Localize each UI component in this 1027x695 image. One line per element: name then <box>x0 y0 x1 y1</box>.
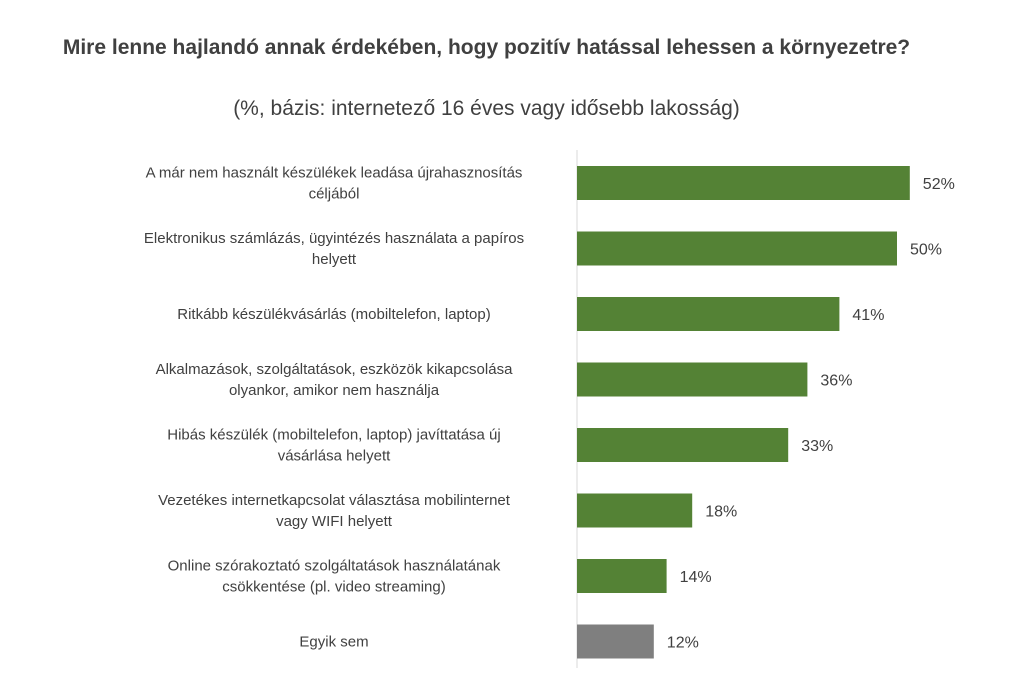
value-label-2: 41% <box>852 307 884 324</box>
bar-3 <box>577 362 808 397</box>
category-label-3-line-0: Alkalmazások, szolgáltatások, eszközök k… <box>156 361 513 378</box>
category-label-1-line-1: helyett <box>312 251 357 268</box>
value-label-6: 14% <box>680 569 712 586</box>
category-label-0-line-0: A már nem használt készülékek leadása új… <box>146 165 523 182</box>
category-label-0-line-1: céljából <box>309 186 360 203</box>
category-label-3-line-1: olyankor, amikor nem használja <box>229 382 440 399</box>
bar-7 <box>577 624 654 659</box>
category-label-5-line-1: vagy WIFI helyett <box>276 513 393 530</box>
category-label-7-line-0: Egyik sem <box>299 634 368 651</box>
bar-2 <box>577 297 840 331</box>
value-label-7: 12% <box>667 635 699 652</box>
value-label-3: 36% <box>820 373 852 390</box>
bar-4 <box>577 428 789 462</box>
category-label-6-line-0: Online szórakoztató szolgáltatások haszn… <box>168 558 501 575</box>
bar-5 <box>577 493 693 528</box>
bar-6 <box>577 559 667 593</box>
bar-1 <box>577 231 897 266</box>
value-label-1: 50% <box>910 242 942 259</box>
category-label-6-line-1: csökkentése (pl. video streaming) <box>222 579 445 596</box>
category-label-4-line-0: Hibás készülék (mobiltelefon, laptop) ja… <box>167 427 501 444</box>
chart-subtitle: (%, bázis: internetező 16 éves vagy idős… <box>233 97 740 120</box>
category-label-1-line-0: Elektronikus számlázás, ügyintézés haszn… <box>144 230 524 247</box>
bar-0 <box>577 166 910 200</box>
value-label-0: 52% <box>923 176 955 193</box>
value-label-5: 18% <box>705 504 737 521</box>
category-label-4-line-1: vásárlása helyett <box>278 448 391 465</box>
value-label-4: 33% <box>801 438 833 455</box>
category-label-5-line-0: Vezetékes internetkapcsolat választása m… <box>158 492 511 509</box>
chart-title: Mire lenne hajlandó annak érdekében, hog… <box>62 36 911 59</box>
category-label-2-line-0: Ritkább készülékvásárlás (mobiltelefon, … <box>177 306 490 323</box>
